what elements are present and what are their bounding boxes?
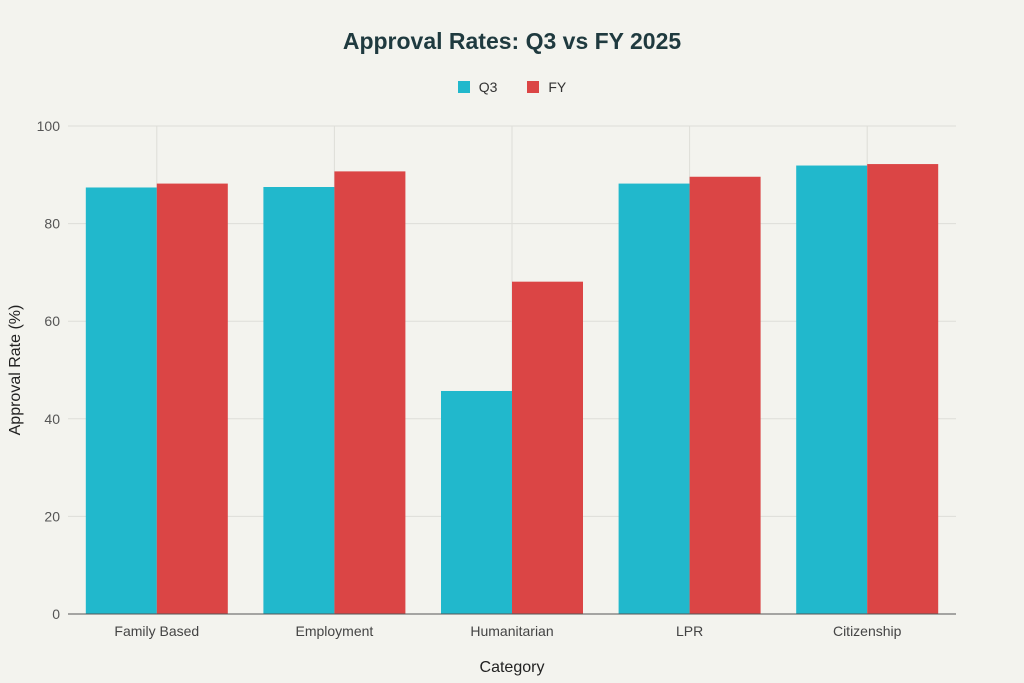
legend-item-fy[interactable]: FY [527, 79, 566, 95]
x-axis-label: Category [480, 659, 545, 676]
y-tick-label: 80 [44, 216, 60, 232]
x-tick-label: Humanitarian [470, 623, 553, 639]
bar-q3-employment[interactable] [263, 187, 335, 614]
bar-fy-employment[interactable] [334, 171, 406, 614]
x-tick-label: LPR [676, 623, 703, 639]
bar-fy-citizenship[interactable] [867, 164, 939, 614]
legend-label-q3: Q3 [478, 79, 498, 95]
bar-fy-lpr[interactable] [689, 176, 761, 614]
y-axis-label: Approval Rate (%) [7, 305, 24, 436]
bar-q3-family-based[interactable] [85, 187, 157, 614]
y-tick-label: 60 [44, 313, 60, 329]
x-tick-label: Citizenship [833, 623, 902, 639]
y-tick-label: 100 [37, 118, 61, 134]
x-tick-label: Family Based [114, 623, 199, 639]
y-tick-label: 40 [44, 411, 60, 427]
bar-fy-humanitarian[interactable] [512, 281, 583, 614]
bar-q3-humanitarian[interactable] [441, 390, 512, 614]
bar-q3-citizenship[interactable] [796, 165, 868, 614]
legend: Q3 FY [0, 79, 1024, 96]
legend-item-q3[interactable]: Q3 [457, 79, 498, 95]
y-tick-label: 0 [52, 606, 60, 622]
x-tick-label: Employment [295, 623, 373, 639]
y-tick-label: 20 [44, 508, 60, 524]
bar-fy-family-based[interactable] [156, 183, 228, 615]
chart-title: Approval Rates: Q3 vs FY 2025 [342, 28, 682, 54]
bar-q3-lpr[interactable] [618, 183, 690, 615]
legend-swatch-fy [527, 81, 540, 93]
legend-swatch-q3 [457, 81, 470, 93]
legend-label-fy: FY [548, 79, 567, 95]
